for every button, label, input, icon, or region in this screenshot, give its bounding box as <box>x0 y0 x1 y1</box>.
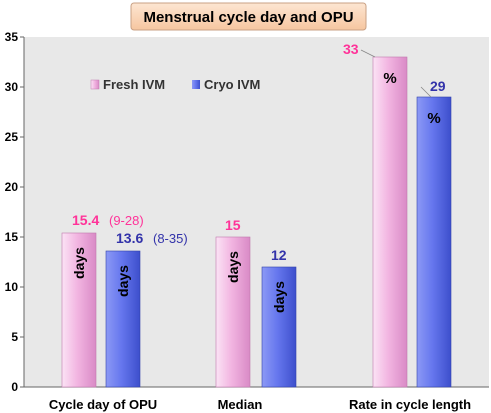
x-category-label: Median <box>218 397 263 412</box>
bar-unit-label: days <box>225 251 241 283</box>
bar-unit-label: days <box>71 247 87 279</box>
y-tick-label: 20 <box>5 180 19 194</box>
y-tick-label: 5 <box>11 330 18 344</box>
legend-swatch-cryo <box>192 80 200 89</box>
bar-unit-label: % <box>383 70 396 87</box>
y-tick-label: 25 <box>5 130 19 144</box>
bar-value-label: 13.6 <box>116 230 143 246</box>
y-tick-label: 15 <box>5 230 19 244</box>
y-axis: 0 5 10 15 20 25 30 35 <box>5 30 24 394</box>
bar-unit-label: days <box>271 281 287 313</box>
bar-unit-label: % <box>427 110 440 127</box>
legend-label-cryo: Cryo IVM <box>204 77 260 92</box>
bar-value-label: 33 <box>343 41 359 57</box>
x-category-label: Cycle day of OPU <box>49 397 157 412</box>
bar <box>373 57 407 387</box>
bar-value-label: 12 <box>271 247 287 263</box>
bar <box>417 97 451 387</box>
chart-title: Menstrual cycle day and OPU <box>143 9 353 26</box>
bar-value-label: 29 <box>430 78 446 94</box>
y-tick-label: 10 <box>5 280 19 294</box>
bar-value-label: 15 <box>225 217 241 233</box>
bar-unit-label: days <box>115 265 131 297</box>
y-tick-label: 35 <box>5 30 19 44</box>
x-category-label: Rate in cycle length <box>349 397 471 412</box>
legend-swatch-fresh <box>91 80 99 89</box>
x-axis: Cycle day of OPU Median Rate in cycle leng… <box>49 397 471 412</box>
y-tick-label: 30 <box>5 80 19 94</box>
bar-value-label: 15.4 <box>72 212 99 228</box>
bar-range-label: (9-28) <box>109 213 144 228</box>
bar-range-label: (8-35) <box>153 231 188 246</box>
y-tick-label: 0 <box>11 380 18 394</box>
title-box: Menstrual cycle day and OPU <box>131 3 366 30</box>
legend-label-fresh: Fresh IVM <box>103 77 165 92</box>
